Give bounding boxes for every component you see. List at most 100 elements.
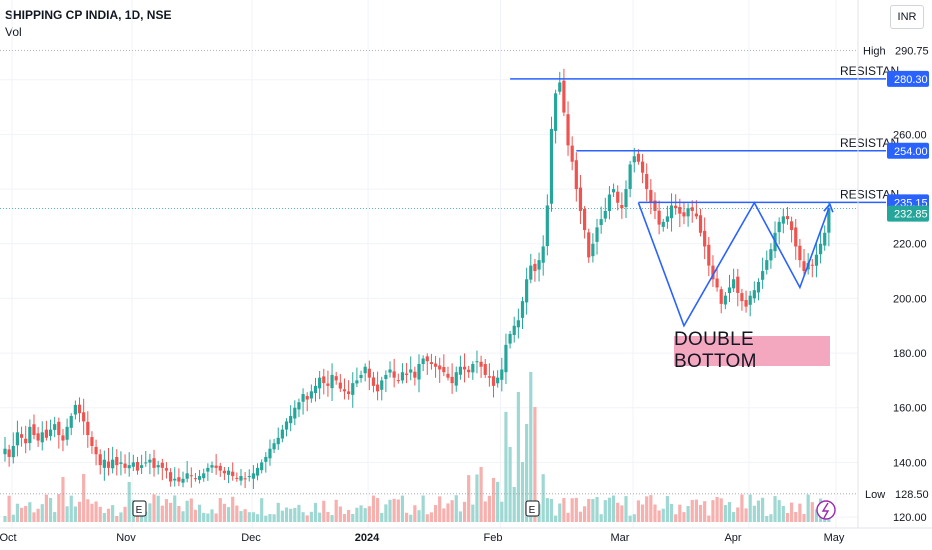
candle-body: [661, 221, 665, 227]
volume-bar: [247, 512, 251, 522]
volume-bar: [359, 505, 363, 522]
volume-bar: [723, 505, 727, 522]
volume-bar: [400, 495, 405, 522]
candle-body: [380, 380, 384, 390]
candle-body: [347, 391, 351, 395]
candle-body: [698, 215, 703, 233]
volume-bar: [562, 498, 566, 522]
volume-bar: [260, 498, 264, 522]
x-tick-label: Oct: [0, 532, 17, 544]
volume-bar: [214, 513, 218, 522]
candle-body: [247, 476, 251, 478]
y-tick-label: 120.00: [893, 512, 927, 524]
volume-bar: [206, 513, 210, 522]
volume-bar: [3, 516, 7, 522]
candle-body: [173, 478, 177, 481]
volume-bar: [202, 512, 206, 522]
candle-body: [140, 465, 144, 468]
candle-body: [496, 377, 500, 384]
candle-body: [669, 205, 674, 219]
candle-body: [636, 153, 641, 162]
volume-bar: [318, 512, 322, 522]
candle-body: [479, 361, 483, 367]
candle-body: [152, 458, 156, 468]
volume-bar: [189, 498, 193, 522]
volume-bar: [173, 495, 177, 522]
volume-bar: [769, 514, 773, 522]
volume-bar: [719, 498, 723, 522]
volume-bar: [512, 487, 516, 522]
candle-body: [756, 282, 761, 293]
volume-bar: [86, 499, 90, 522]
volume-bar: [268, 514, 272, 522]
volume-bar: [7, 495, 11, 522]
candle-body: [458, 366, 462, 375]
candle-body: [396, 380, 400, 382]
volume-bar: [611, 495, 616, 522]
candle-body: [28, 426, 32, 444]
candle-body: [554, 93, 558, 131]
volume-bar: [798, 503, 802, 522]
candle-body: [487, 376, 491, 378]
volume-bar: [773, 496, 777, 522]
volume-indicator-label[interactable]: Vol: [5, 25, 22, 39]
volume-bar: [578, 511, 583, 522]
candle-body: [231, 471, 235, 477]
candle-body: [674, 205, 678, 209]
volume-bar: [28, 502, 32, 522]
currency-button[interactable]: INR: [890, 5, 924, 29]
resistance-label: RESISTAN: [840, 187, 899, 201]
x-tick-label: Nov: [116, 532, 136, 544]
volume-bar: [19, 507, 24, 522]
volume-bar: [330, 515, 334, 522]
volume-bar: [554, 515, 558, 522]
candle-body: [690, 207, 694, 211]
volume-bar: [640, 504, 645, 522]
volume-bar: [777, 500, 781, 522]
volume-bar: [669, 503, 674, 522]
candle-body: [297, 402, 301, 410]
volume-bar: [210, 509, 214, 522]
candle-body: [628, 164, 632, 189]
volume-bar: [616, 502, 620, 522]
candle-body: [433, 363, 438, 367]
candle-body: [355, 380, 359, 384]
candle-body: [798, 245, 802, 261]
double-bottom-line: [637, 201, 830, 328]
double-bottom-label: DOUBLE BOTTOM: [674, 329, 830, 372]
earnings-icon-label: E: [529, 505, 536, 516]
candle-body: [611, 189, 616, 193]
candle-body: [678, 206, 682, 214]
volume-bar: [446, 503, 450, 522]
volume-bar: [32, 512, 36, 522]
candle-body: [632, 156, 636, 163]
candle-body: [653, 200, 657, 211]
candle-body: [603, 210, 607, 219]
candle-body: [802, 261, 806, 272]
candle-body: [268, 448, 272, 459]
volume-bar: [653, 504, 657, 522]
volume-bar: [421, 495, 425, 522]
candle-body: [727, 287, 732, 294]
candle-body: [144, 462, 148, 464]
volume-bar: [504, 411, 508, 522]
volume-bar: [293, 507, 297, 522]
volume-bar: [649, 495, 653, 522]
candle-body: [61, 435, 65, 441]
candle-body: [272, 443, 276, 450]
volume-bar: [694, 499, 698, 522]
candle-body: [566, 114, 570, 146]
volume-bar: [193, 509, 198, 522]
candle-body: [57, 421, 61, 436]
volume-bar: [111, 505, 115, 522]
volume-bar: [438, 496, 442, 522]
volume-bar: [11, 514, 15, 522]
candle-body: [388, 369, 392, 373]
candle-body: [715, 278, 719, 288]
volume-bar: [380, 512, 384, 522]
volume-bar: [620, 505, 624, 522]
candle-body: [769, 249, 773, 261]
volume-bar: [106, 508, 111, 522]
volume-bar: [533, 407, 537, 522]
